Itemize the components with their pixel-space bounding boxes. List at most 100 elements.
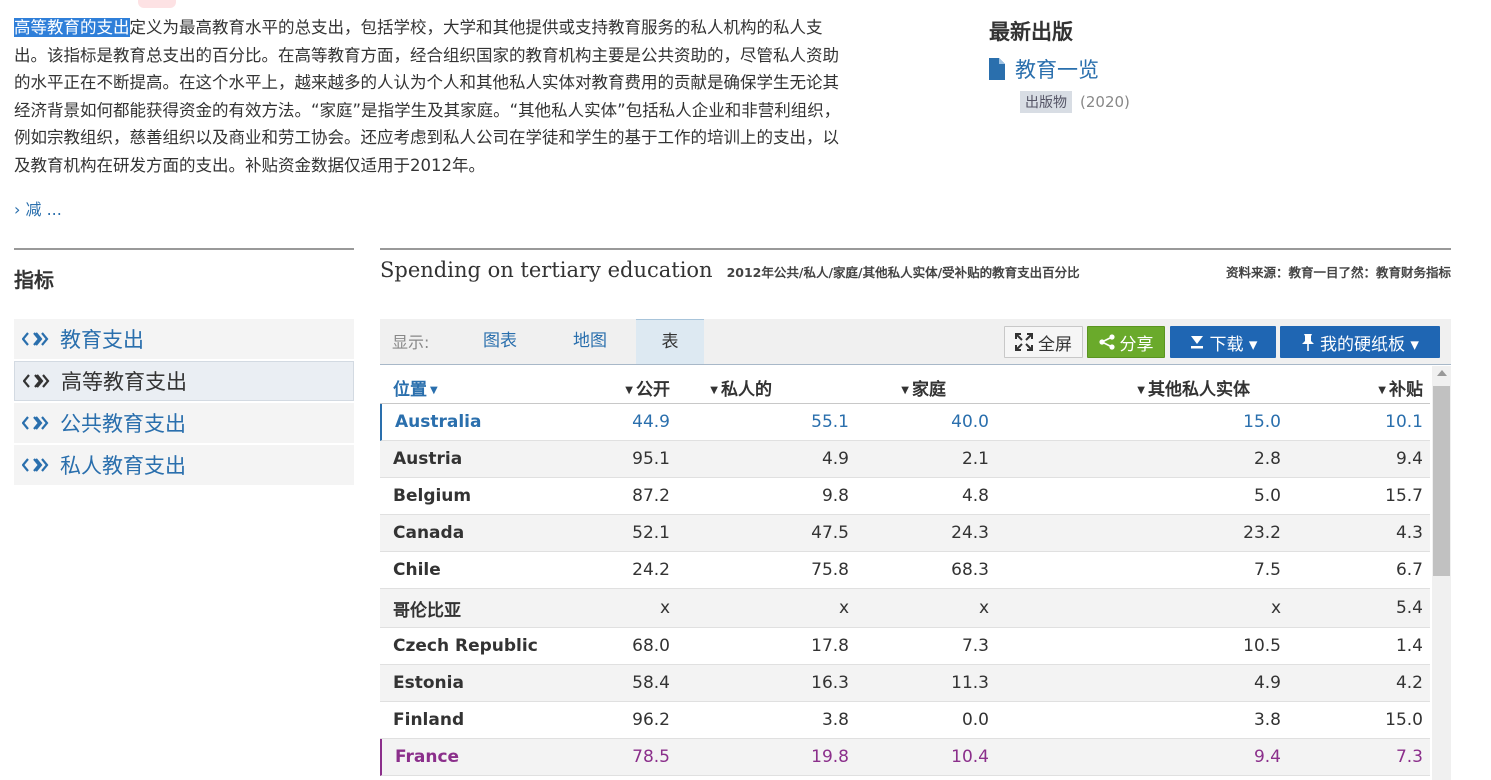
table-row[interactable]: Australia 44.9 55.1 40.0 15.0 10.1 bbox=[380, 404, 1430, 441]
cell-subsidy: 7.3 bbox=[1395, 747, 1423, 767]
cell-subsidy: 6.7 bbox=[1395, 560, 1423, 580]
expand-icon bbox=[1015, 333, 1033, 351]
table-header: 位置 ▼ ▼ 公开 ▼ 私人的 ▼ 家庭 ▼ 其他私人实体 ▼ 补贴 bbox=[380, 366, 1430, 404]
cell-private: 55.1 bbox=[811, 412, 849, 432]
cell-private: 19.8 bbox=[811, 747, 849, 767]
cell-private: 3.8 bbox=[821, 710, 849, 730]
collapse-link[interactable]: › 减 ... bbox=[14, 200, 62, 219]
header-public[interactable]: ▼ 公开 bbox=[625, 380, 670, 400]
table-row[interactable]: Austria 95.1 4.9 2.1 2.8 9.4 bbox=[380, 441, 1430, 478]
indicator-education-spending[interactable]: 教育支出 bbox=[14, 319, 354, 359]
cell-household: 10.4 bbox=[951, 747, 989, 767]
latest-heading: 最新出版 bbox=[989, 20, 1073, 44]
chart-source[interactable]: 资料来源：教育一目了然：教育财务指标 bbox=[1225, 265, 1451, 280]
country-name: Belgium bbox=[393, 486, 472, 506]
double-chevron-icon bbox=[22, 458, 49, 472]
chart-subtitle: 2012年公共/私人/家庭/其他私人实体/受补贴的教育支出百分比 bbox=[726, 265, 1080, 280]
cell-other: 15.0 bbox=[1243, 412, 1281, 432]
cell-public: 87.2 bbox=[632, 486, 670, 506]
header-household[interactable]: ▼ 家庭 bbox=[901, 380, 946, 400]
cell-other: 10.5 bbox=[1243, 636, 1281, 656]
double-chevron-icon bbox=[22, 416, 49, 430]
decorative-tab bbox=[138, 0, 176, 8]
cell-private: 17.8 bbox=[811, 636, 849, 656]
cell-other: 4.9 bbox=[1253, 673, 1281, 693]
table-row[interactable]: Canada 52.1 47.5 24.3 23.2 4.3 bbox=[380, 515, 1430, 552]
indicator-public-spending[interactable]: 公共教育支出 bbox=[14, 403, 354, 443]
chart-title: Spending on tertiary education bbox=[380, 258, 713, 282]
table-row[interactable]: France 78.5 19.8 10.4 9.4 7.3 bbox=[380, 739, 1430, 776]
country-name: Austria bbox=[393, 449, 463, 469]
country-name: Chile bbox=[393, 560, 441, 580]
publication-year: (2020) bbox=[1080, 93, 1130, 111]
share-button[interactable]: 分享 bbox=[1087, 326, 1165, 358]
header-private[interactable]: ▼ 私人的 bbox=[710, 380, 772, 400]
fullscreen-label: 全屏 bbox=[1038, 334, 1072, 355]
cell-subsidy: 15.0 bbox=[1385, 710, 1423, 730]
header-subsidy[interactable]: ▼ 补贴 bbox=[1378, 380, 1423, 400]
indicator-label: 教育支出 bbox=[60, 328, 144, 352]
cell-subsidy: 4.2 bbox=[1395, 673, 1423, 693]
data-panel: Spending on tertiary education 2012年公共/私… bbox=[380, 248, 1451, 780]
cell-private: 4.9 bbox=[821, 449, 849, 469]
header-location[interactable]: 位置 ▼ bbox=[393, 380, 438, 400]
header-other-private[interactable]: ▼ 其他私人实体 bbox=[1137, 380, 1250, 400]
table-scrollbar[interactable] bbox=[1432, 366, 1451, 780]
view-toolbar: 显示: 图表 地图 表 全屏 分享 下载 ▾ 我的硬纸 bbox=[380, 319, 1451, 365]
table-row[interactable]: Chile 24.2 75.8 68.3 7.5 6.7 bbox=[380, 552, 1430, 589]
cell-public: x bbox=[659, 598, 670, 618]
selected-text: 高等教育的支出 bbox=[14, 18, 130, 37]
cell-public: 68.0 bbox=[632, 636, 670, 656]
cell-public: 78.5 bbox=[632, 747, 670, 767]
description-text: 定义为最高教育水平的总支出，包括学校，大学和其他提供或支持教育服务的私人机构的私… bbox=[14, 18, 841, 175]
table-row[interactable]: Finland 96.2 3.8 0.0 3.8 15.0 bbox=[380, 702, 1430, 739]
cell-household: 40.0 bbox=[951, 412, 989, 432]
tab-chart[interactable]: 图表 bbox=[483, 331, 517, 351]
tab-table[interactable]: 表 bbox=[636, 319, 704, 364]
table-row[interactable]: 哥伦比亚 x x x x 5.4 bbox=[380, 589, 1430, 628]
country-name: Finland bbox=[393, 710, 465, 730]
indicators-panel: 指标 教育支出 高等教育支出 公共教育支出 私人教育支出 bbox=[14, 248, 354, 487]
cell-other: 5.0 bbox=[1253, 486, 1281, 506]
country-name: Australia bbox=[395, 412, 482, 432]
cell-household: x bbox=[978, 598, 989, 618]
share-label: 分享 bbox=[1119, 334, 1154, 355]
publication-link[interactable]: 教育一览 bbox=[989, 54, 1289, 84]
cell-other: 7.5 bbox=[1253, 560, 1281, 580]
download-button[interactable]: 下载 ▾ bbox=[1170, 326, 1276, 358]
cell-private: 16.3 bbox=[811, 673, 849, 693]
double-chevron-icon bbox=[23, 374, 50, 388]
cell-subsidy: 4.3 bbox=[1395, 523, 1423, 543]
cell-private: x bbox=[838, 598, 849, 618]
cell-private: 47.5 bbox=[811, 523, 849, 543]
indicator-private-spending[interactable]: 私人教育支出 bbox=[14, 445, 354, 485]
cell-subsidy: 5.4 bbox=[1395, 598, 1423, 618]
cell-household: 7.3 bbox=[961, 636, 989, 656]
scroll-up-arrow-icon[interactable] bbox=[1437, 370, 1447, 376]
cell-other: 3.8 bbox=[1253, 710, 1281, 730]
publication-badge: 出版物 bbox=[1020, 91, 1072, 113]
fullscreen-button[interactable]: 全屏 bbox=[1004, 326, 1083, 358]
download-label: 下载 ▾ bbox=[1209, 334, 1258, 355]
cell-subsidy: 10.1 bbox=[1385, 412, 1423, 432]
cell-subsidy: 9.4 bbox=[1395, 449, 1423, 469]
scroll-thumb[interactable] bbox=[1433, 386, 1450, 576]
table-row[interactable]: Czech Republic 68.0 17.8 7.3 10.5 1.4 bbox=[380, 628, 1430, 665]
cell-household: 11.3 bbox=[951, 673, 989, 693]
table-row[interactable]: Belgium 87.2 9.8 4.8 5.0 15.7 bbox=[380, 478, 1430, 515]
clipboard-label: 我的硬纸板 ▾ bbox=[1320, 334, 1419, 355]
cell-other: 23.2 bbox=[1243, 523, 1281, 543]
cell-household: 4.8 bbox=[961, 486, 989, 506]
cell-other: x bbox=[1270, 598, 1281, 618]
indicator-tertiary-spending[interactable]: 高等教育支出 bbox=[14, 361, 354, 401]
country-name: 哥伦比亚 bbox=[393, 600, 461, 621]
table-row[interactable]: Estonia 58.4 16.3 11.3 4.9 4.2 bbox=[380, 665, 1430, 702]
chart-header: Spending on tertiary education 2012年公共/私… bbox=[380, 258, 1451, 308]
clipboard-button[interactable]: 我的硬纸板 ▾ bbox=[1280, 326, 1440, 358]
indicator-label: 高等教育支出 bbox=[61, 370, 187, 394]
table-body: Australia 44.9 55.1 40.0 15.0 10.1 Austr… bbox=[380, 404, 1430, 776]
cell-other: 2.8 bbox=[1253, 449, 1281, 469]
double-chevron-icon bbox=[22, 332, 49, 346]
tab-map[interactable]: 地图 bbox=[573, 331, 607, 351]
cell-household: 68.3 bbox=[951, 560, 989, 580]
